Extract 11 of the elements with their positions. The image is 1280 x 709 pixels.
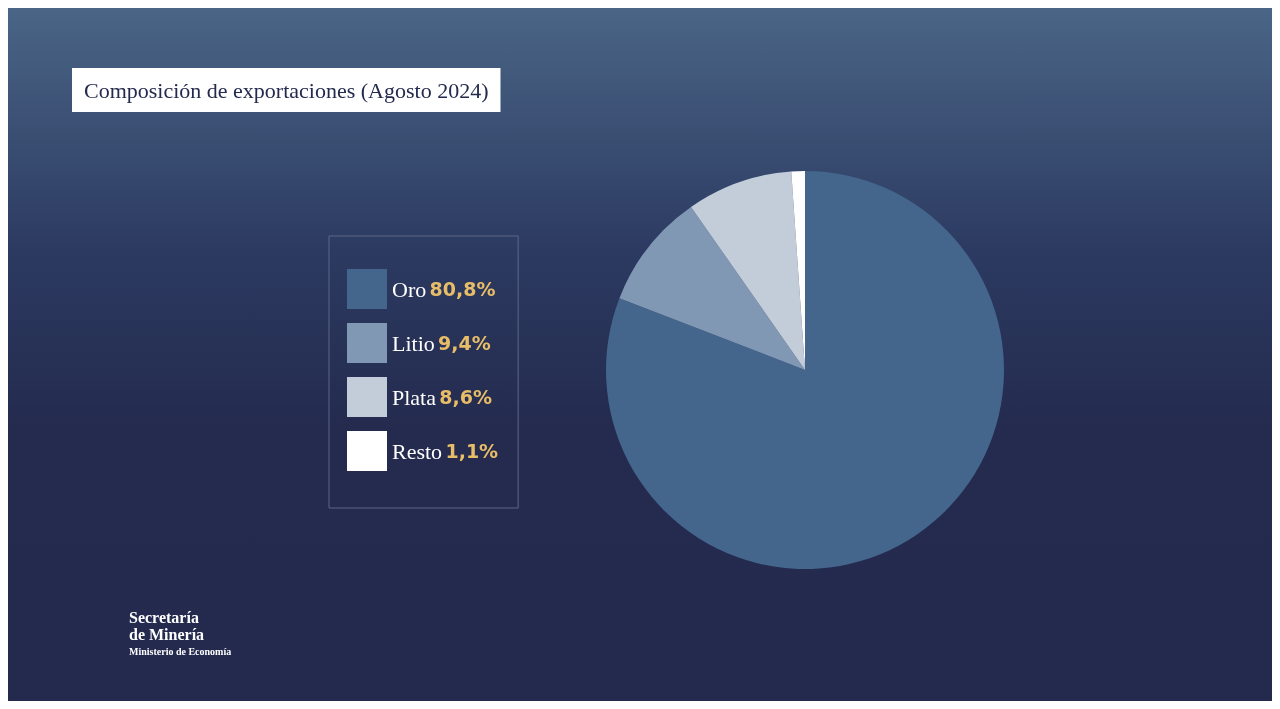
legend-label: Plata xyxy=(392,384,437,410)
data-label: 8,6% xyxy=(439,386,493,408)
legend-label: Litio xyxy=(392,330,435,356)
data-label: 9,4% xyxy=(438,332,491,354)
text: Secretaría de Minería xyxy=(129,609,205,643)
data-label: 1,1% xyxy=(445,440,499,462)
legend-label: Oro xyxy=(392,276,427,302)
data-label: 80,8% xyxy=(429,278,496,300)
text: Ministerio de Economía xyxy=(129,645,232,657)
chart-title: Composición de exportaciones (Agosto 2024) xyxy=(84,77,489,103)
legend-label: Resto xyxy=(392,438,443,464)
